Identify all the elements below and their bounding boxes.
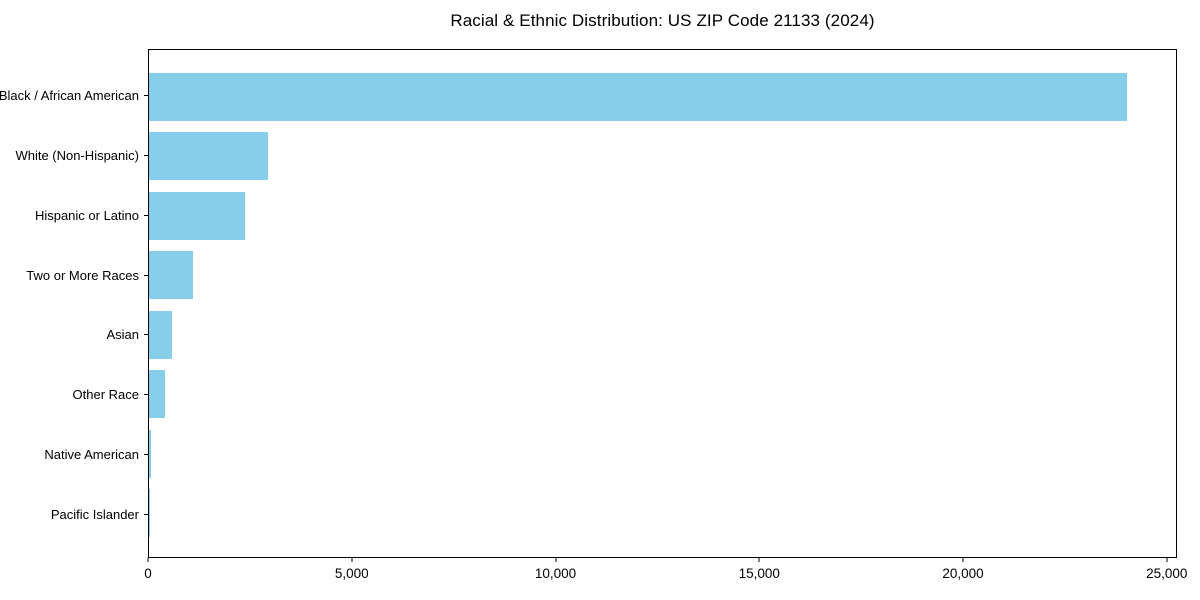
y-tick-mark	[144, 95, 148, 97]
x-tick-mark	[555, 558, 557, 562]
y-tick-label: Pacific Islander	[50, 506, 139, 522]
chart-title: Racial & Ethnic Distribution: US ZIP Cod…	[450, 11, 875, 30]
bar-row	[149, 67, 1176, 127]
bar	[149, 429, 151, 478]
y-tick-label: Asian	[106, 327, 139, 343]
y-tick-mark	[144, 513, 148, 515]
y-tick: Asian	[0, 305, 148, 365]
bar-row	[149, 246, 1176, 306]
bar-row	[149, 365, 1176, 425]
y-tick-mark	[144, 155, 148, 157]
y-tick: White (Non-Hispanic)	[0, 126, 148, 186]
bar	[149, 370, 165, 419]
y-tick-label: Other Race	[72, 387, 139, 403]
bar-row	[149, 424, 1176, 484]
y-tick-label: Two or More Races	[26, 267, 139, 283]
bar	[149, 310, 172, 359]
bar	[149, 251, 193, 300]
x-tick-mark	[351, 558, 353, 562]
y-tick-mark	[144, 214, 148, 216]
bar-row	[149, 305, 1176, 365]
bar	[149, 191, 245, 240]
y-tick-label: Black / African American	[0, 88, 139, 104]
y-tick: Hispanic or Latino	[0, 186, 148, 246]
y-axis-labels: Black / African American White (Non-Hispa…	[0, 49, 148, 558]
y-tick-label: Native American	[44, 446, 139, 462]
y-tick-mark	[144, 394, 148, 396]
y-tick-label: Hispanic or Latino	[34, 207, 139, 223]
x-tick-label: 25,000	[1146, 566, 1188, 581]
y-tick-mark	[144, 274, 148, 276]
plot-area	[148, 49, 1177, 558]
x-tick-mark	[758, 558, 760, 562]
x-tick-label: 20,000	[942, 566, 984, 581]
x-tick-label: 0	[144, 566, 152, 581]
bar	[149, 72, 1128, 121]
bar-row	[149, 484, 1176, 544]
y-tick: Pacific Islander	[0, 484, 148, 544]
x-tick-label: 10,000	[534, 566, 577, 581]
x-tick-mark	[1166, 558, 1168, 562]
y-tick-label: White (Non-Hispanic)	[15, 148, 139, 164]
bar-row	[149, 186, 1176, 246]
y-tick: Two or More Races	[0, 245, 148, 305]
y-tick-mark	[144, 334, 148, 336]
bar	[149, 132, 268, 181]
bar-row	[149, 127, 1176, 187]
x-axis: 0 5,000 10,000 15,000 20,000 25,000	[144, 558, 1187, 594]
x-tick-mark	[962, 558, 964, 562]
plot-rows	[149, 67, 1176, 543]
x-tick-label: 5,000	[334, 566, 369, 581]
y-tick: Black / African American	[0, 66, 148, 126]
x-tick-mark	[147, 558, 149, 562]
y-tick-mark	[144, 453, 148, 455]
x-tick-label: 15,000	[738, 566, 780, 581]
y-tick: Native American	[0, 425, 148, 485]
y-tick: Other Race	[0, 365, 148, 425]
